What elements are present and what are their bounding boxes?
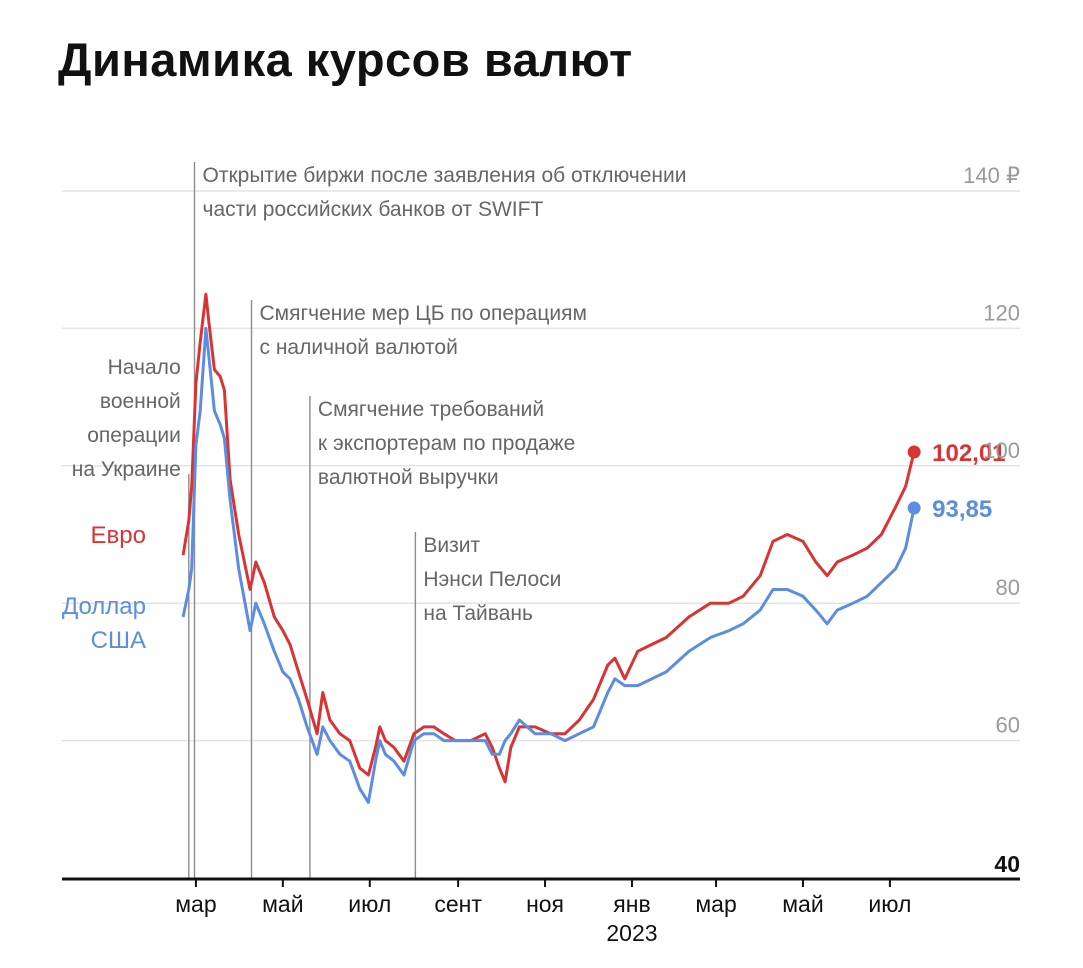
series-lines: 102,01 93,85 — [181, 292, 1006, 804]
x-tick-label: мар — [695, 891, 736, 917]
y-tick-label: 80 — [996, 575, 1020, 600]
annotation-text: с наличной валютой — [260, 336, 458, 359]
y-tick-label: 100 — [983, 438, 1020, 463]
series-line-1 — [181, 326, 916, 804]
series-end-value: 102,01 — [932, 440, 1005, 467]
y-tick-label: 60 — [996, 713, 1020, 738]
y-tick-label: 140 ₽ — [963, 163, 1020, 188]
x-axis: мар май июл сент ноя янв 2023 мар май июл — [62, 877, 1020, 946]
legend-label: США — [91, 627, 146, 654]
y-tick-label: 120 — [983, 300, 1020, 325]
y-axis-labels: 40 60 80 100 120 140 ₽ — [963, 163, 1020, 877]
series-end-dot — [907, 501, 921, 515]
annotation-text: Начало — [108, 356, 181, 379]
x-tick-year-label: 2023 — [606, 920, 657, 946]
x-tick-label: сент — [434, 891, 482, 917]
x-tick-label: янв — [613, 891, 650, 917]
annotation-text: Нэнси Пелоси — [423, 568, 561, 591]
annotation-text: Смягчение требований — [318, 398, 544, 421]
annotation-text: к экспортерам по продаже — [318, 432, 575, 455]
annotation-text: части российских банков от SWIFT — [203, 198, 544, 221]
annotation-text: на Украине — [72, 458, 181, 481]
x-tick-label: мар — [175, 891, 216, 917]
annotation-text: операции — [87, 424, 181, 447]
event-annotations: Начало военной операции на Украине Открытие … — [72, 162, 687, 878]
annotation-text: Открытие биржи после заявления об отключ… — [203, 164, 687, 187]
x-tick-label: июл — [868, 891, 911, 917]
annotation-text: военной — [100, 390, 181, 413]
x-tick-label: май — [262, 891, 303, 917]
x-tick-label: июл — [348, 891, 391, 917]
x-tick-label: ноя — [526, 891, 564, 917]
legend-label: Евро — [91, 522, 146, 549]
series-line-0 — [181, 292, 916, 784]
legend-label: Доллар — [62, 593, 146, 620]
y-tick-label: 40 — [994, 851, 1020, 877]
chart-title: Динамика курсов валют — [58, 33, 633, 86]
x-tick-label: май — [782, 891, 823, 917]
series-end-dot — [907, 445, 921, 459]
legend: Евро Доллар США — [62, 522, 146, 654]
grid-lines — [62, 190, 1020, 742]
annotation-text: Визит — [423, 534, 480, 557]
series-end-value: 93,85 — [932, 496, 992, 523]
annotation-text: валютной выручки — [318, 466, 499, 489]
annotation-text: Смягчение мер ЦБ по операциям — [260, 302, 587, 325]
annotation-text: на Тайвань — [423, 602, 533, 625]
